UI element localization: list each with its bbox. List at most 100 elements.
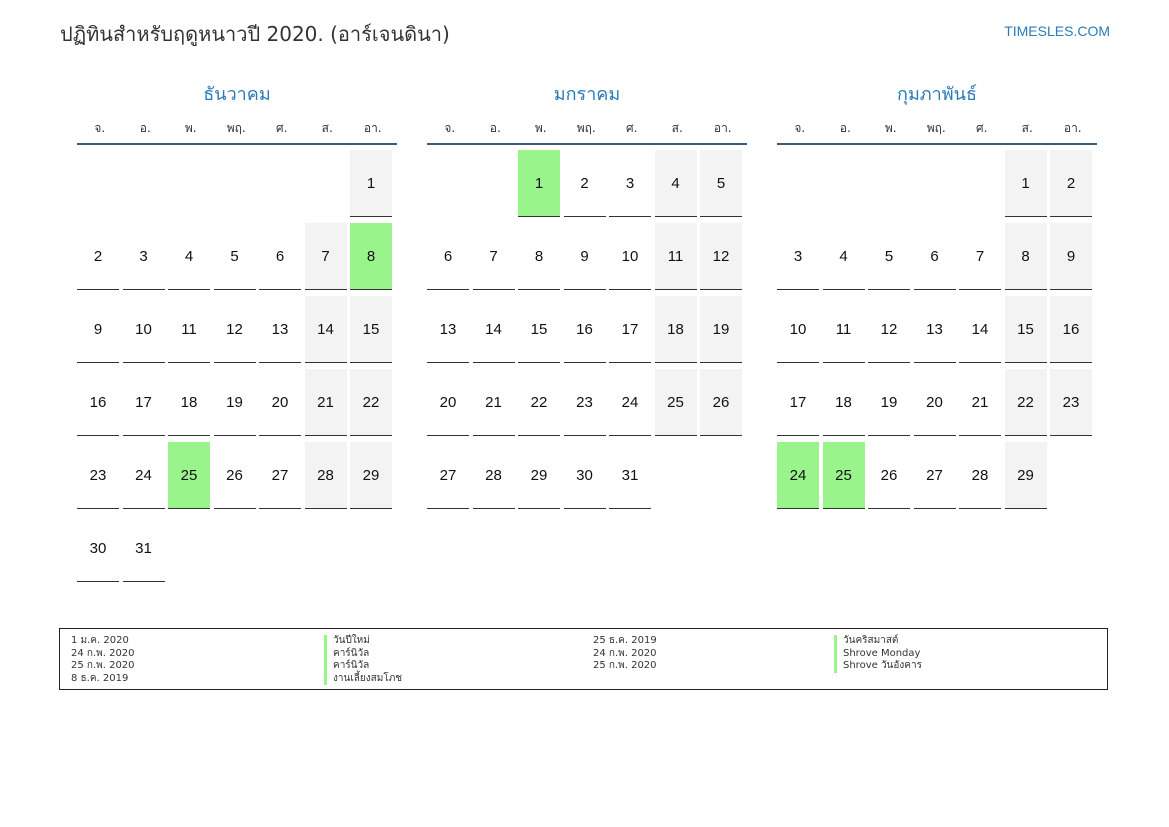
day-cell: 11 (168, 296, 210, 363)
day-cell: 2 (1050, 150, 1092, 217)
day-grid: 1 2 3 4 5 6 7 8 9 10 11 12 13 14 15 16 17 18 19 20 21 22 23 24 2… (427, 145, 747, 585)
month-title: ธันวาคม (203, 84, 271, 105)
day-cell: 27 (259, 442, 301, 509)
day-cell: 2 (563, 150, 606, 217)
legend-names-left: วันปีใหม่ คาร์นิวัล คาร์นิวัล งานเลี้ยงส… (324, 635, 402, 685)
legend-holiday-name: คาร์นิวัล (324, 660, 402, 673)
day-cell: 12 (213, 296, 256, 363)
day-cell: 22 (1004, 369, 1047, 436)
day-cell: 13 (427, 296, 469, 363)
weekday-tue: อ. (139, 120, 151, 135)
day-cell: 23 (77, 442, 119, 509)
day-cell: 26 (213, 442, 256, 509)
day-cell: 24 (609, 369, 651, 436)
day-cell: 1 (518, 150, 560, 217)
day-cell: 1 (350, 150, 392, 217)
day-cell: 26 (868, 442, 910, 509)
day-cell: 14 (472, 296, 515, 363)
day-cell: 9 (77, 296, 119, 363)
legend-date: 8 ธ.ค. 2019 (71, 672, 129, 684)
day-cell: 18 (654, 296, 697, 363)
legend-holiday-name: คาร์นิวัล (324, 647, 402, 660)
day-cell: 1 (1004, 150, 1047, 217)
day-cell: 19 (213, 369, 256, 436)
day-cell: 28 (959, 442, 1001, 509)
day-cell: 22 (518, 369, 560, 436)
day-cell: 24 (777, 442, 819, 509)
day-cell: 7 (304, 223, 347, 290)
weekday-sun: อา. (1063, 120, 1082, 135)
day-cell: 7 (959, 223, 1001, 290)
day-cell: 29 (1004, 442, 1047, 509)
day-cell: 4 (654, 150, 697, 217)
day-cell: 20 (259, 369, 301, 436)
day-cell: 15 (1004, 296, 1047, 363)
day-cell: 4 (822, 223, 865, 290)
day-cell: 31 (609, 442, 651, 509)
weekday-tue: อ. (489, 120, 501, 135)
day-cell: 25 (168, 442, 210, 509)
day-cell: 18 (168, 369, 210, 436)
day-cell: 29 (518, 442, 560, 509)
day-cell: 5 (213, 223, 256, 290)
weekday-fri: ศ. (626, 120, 638, 135)
legend-date: 25 ก.พ. 2020 (593, 660, 657, 671)
weekday-sun: อา. (713, 120, 732, 135)
day-cell: 5 (700, 150, 742, 217)
day-cell: 16 (563, 296, 606, 363)
day-cell: 19 (868, 369, 910, 436)
day-cell: 28 (304, 442, 347, 509)
legend-holiday-name: Shrove วันอังคาร (834, 660, 922, 673)
day-cell: 23 (1050, 369, 1092, 436)
day-cell: 2 (77, 223, 119, 290)
day-cell: 12 (868, 296, 910, 363)
day-cell: 4 (168, 223, 210, 290)
site-link[interactable]: TIMESLES.COM (1004, 23, 1110, 39)
day-cell: 20 (913, 369, 956, 436)
legend-date: 1 ม.ค. 2020 (71, 635, 129, 646)
day-cell: 21 (472, 369, 515, 436)
day-cell: 3 (609, 150, 651, 217)
day-cell: 9 (1050, 223, 1092, 290)
day-cell: 21 (304, 369, 347, 436)
weekday-wed: พ. (534, 120, 547, 135)
day-cell: 21 (959, 369, 1001, 436)
day-cell: 28 (472, 442, 515, 509)
day-cell: 17 (122, 369, 165, 436)
day-cell: 30 (563, 442, 606, 509)
legend-holiday-name: วันปีใหม่ (324, 635, 402, 648)
weekday-header: จ. อ. พ. พฤ. ศ. ส. อา. (777, 113, 1097, 145)
day-cell: 31 (122, 515, 165, 582)
day-cell: 25 (654, 369, 697, 436)
day-cell: 16 (77, 369, 119, 436)
day-cell: 29 (350, 442, 392, 509)
day-cell: 12 (700, 223, 742, 290)
day-cell: 6 (427, 223, 469, 290)
legend-dates-left: 1 ม.ค. 2020 24 ก.พ. 2020 25 ก.พ. 2020 8 … (71, 635, 135, 685)
holiday-legend: 1 ม.ค. 2020 24 ก.พ. 2020 25 ก.พ. 2020 8 … (59, 628, 1108, 690)
weekday-mon: จ. (444, 120, 456, 135)
day-cell: 5 (868, 223, 910, 290)
weekday-mon: จ. (94, 120, 106, 135)
weekday-fri: ศ. (276, 120, 288, 135)
day-cell: 18 (822, 369, 865, 436)
day-cell: 16 (1050, 296, 1092, 363)
weekday-sat: ส. (671, 120, 683, 135)
legend-date: 25 ก.พ. 2020 (71, 660, 135, 671)
legend-date: 24 ก.พ. 2020 (71, 647, 135, 659)
day-cell: 23 (563, 369, 606, 436)
day-cell: 27 (427, 442, 469, 509)
weekday-thu: พฤ. (226, 120, 246, 135)
day-cell: 10 (777, 296, 819, 363)
day-cell: 11 (822, 296, 865, 363)
day-cell: 27 (913, 442, 956, 509)
weekday-sun: อา. (363, 120, 382, 135)
legend-holiday-name: งานเลี้ยงสมโภช (324, 672, 402, 685)
day-cell: 24 (122, 442, 165, 509)
day-cell: 19 (700, 296, 742, 363)
day-cell: 3 (777, 223, 819, 290)
legend-holiday-name: Shrove Monday (834, 647, 922, 660)
legend-names-right: วันคริสมาสต์ Shrove Monday Shrove วันอัง… (834, 635, 922, 673)
